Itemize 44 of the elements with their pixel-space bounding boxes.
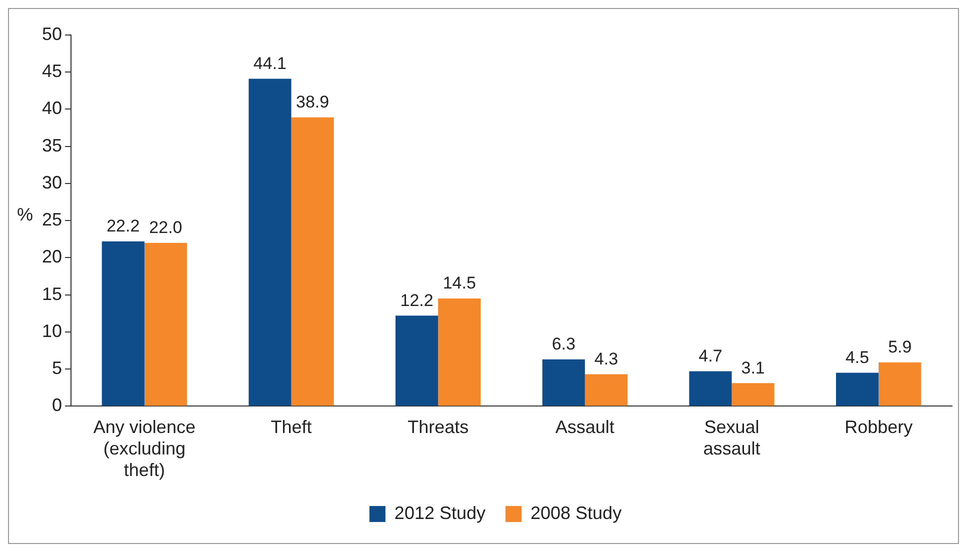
y-tick-label: 20 bbox=[42, 246, 62, 267]
x-tick-label: Theft bbox=[270, 416, 312, 437]
x-tick-label: Assault bbox=[555, 416, 614, 437]
data-label: 38.9 bbox=[296, 92, 330, 112]
bar bbox=[878, 362, 922, 406]
y-tick-label: 0 bbox=[52, 395, 62, 416]
y-tick-label: 5 bbox=[52, 358, 62, 378]
y-axis-title: % bbox=[16, 204, 34, 225]
bar bbox=[102, 241, 144, 406]
y-tick-label: 30 bbox=[42, 172, 62, 192]
data-label: 4.7 bbox=[698, 346, 722, 366]
data-label: 3.1 bbox=[741, 358, 765, 378]
data-label: 14.5 bbox=[442, 274, 476, 293]
y-tick-label: 40 bbox=[42, 98, 62, 118]
y-tick-label: 50 bbox=[42, 24, 62, 44]
bar bbox=[689, 371, 732, 406]
data-label: 12.2 bbox=[400, 290, 434, 310]
bar bbox=[732, 383, 774, 406]
data-label: 6.3 bbox=[552, 334, 576, 354]
x-tick-label: Robbery bbox=[844, 416, 913, 437]
y-tick-label: 25 bbox=[42, 210, 62, 230]
bar bbox=[248, 78, 292, 406]
data-label: 4.3 bbox=[594, 349, 618, 368]
bar bbox=[836, 372, 879, 406]
bar bbox=[396, 316, 438, 406]
y-tick-label: 35 bbox=[42, 135, 62, 156]
data-label: 5.9 bbox=[888, 338, 912, 357]
x-tick-label: Sexual assault bbox=[703, 416, 760, 459]
data-label: 4.5 bbox=[845, 348, 870, 367]
data-label: 22.2 bbox=[106, 216, 140, 236]
y-tick-label: 10 bbox=[42, 320, 62, 341]
bar bbox=[291, 117, 334, 406]
data-label: 22.0 bbox=[149, 218, 182, 238]
y-tick-label: 45 bbox=[42, 61, 62, 82]
bar bbox=[438, 298, 481, 406]
legend-label: 2012 Study bbox=[394, 502, 486, 523]
bar bbox=[584, 374, 628, 406]
x-tick-label: Any violence (excluding theft) bbox=[93, 416, 196, 480]
bar bbox=[542, 359, 585, 406]
x-tick-label: Threats bbox=[408, 416, 469, 437]
bar bbox=[144, 242, 188, 406]
legend-label: 2008 Study bbox=[530, 502, 622, 523]
y-tick-label: 15 bbox=[42, 284, 62, 304]
data-label: 44.1 bbox=[253, 54, 287, 73]
